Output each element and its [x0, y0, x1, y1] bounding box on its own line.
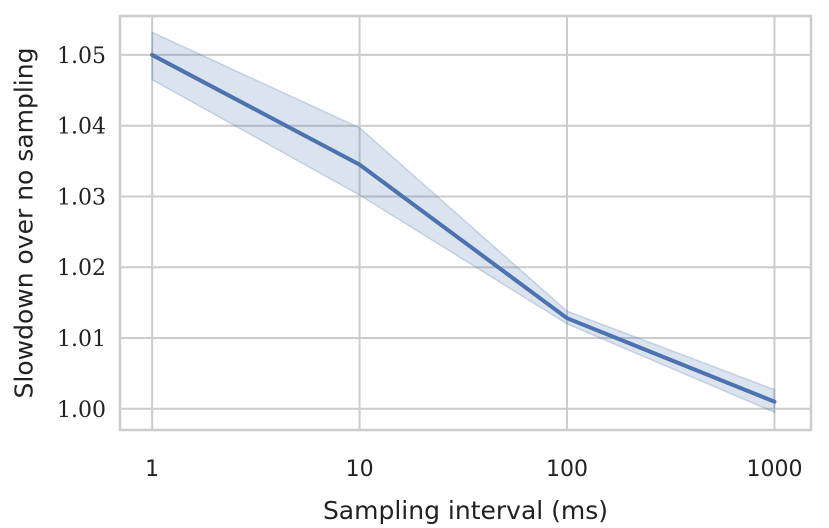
y-tick-label: 1.02	[57, 256, 106, 281]
plot-frame	[118, 14, 813, 432]
y-tick-label: 1.05	[57, 44, 106, 69]
confidence-band	[151, 31, 776, 414]
x-tick-label: 100	[546, 457, 588, 482]
y-axis-label: Slowdown over no sampling	[10, 48, 39, 399]
y-tick-label: 1.01	[57, 327, 106, 352]
x-tick-label: 10	[346, 457, 374, 482]
series-line	[150, 52, 777, 404]
grid-layer	[120, 16, 811, 430]
x-axis-label: Sampling interval (ms)	[323, 496, 608, 525]
y-tick-label: 1.03	[57, 185, 106, 210]
x-tick-labels: 1 10 100 1000	[145, 457, 802, 482]
y-tick-labels: 1.00 1.01 1.02 1.03 1.04 1.05	[57, 44, 106, 423]
y-tick-label: 1.00	[57, 398, 106, 423]
y-tick-label: 1.04	[57, 115, 106, 140]
x-tick-label: 1	[145, 457, 159, 482]
x-tick-label: 1000	[746, 457, 802, 482]
